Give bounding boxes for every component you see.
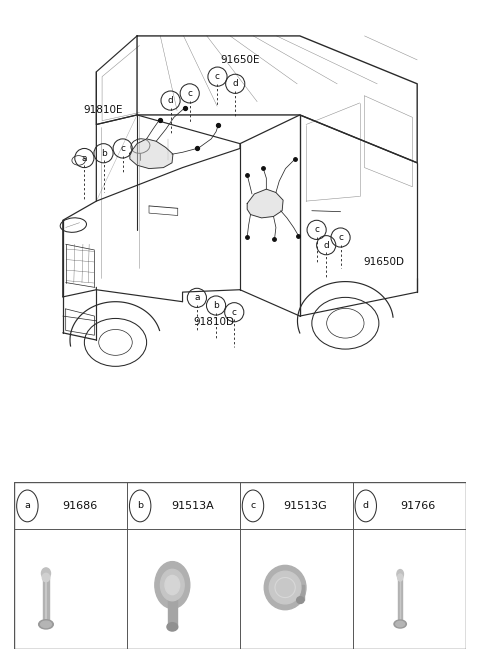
- Ellipse shape: [160, 569, 184, 601]
- Text: c: c: [251, 501, 255, 510]
- Text: b: b: [137, 501, 143, 510]
- Bar: [398, 576, 402, 625]
- Text: c: c: [232, 308, 237, 317]
- Text: d: d: [168, 96, 173, 105]
- Text: b: b: [101, 149, 107, 157]
- Text: c: c: [120, 144, 125, 153]
- Ellipse shape: [39, 620, 53, 629]
- Text: c: c: [187, 89, 192, 98]
- Ellipse shape: [165, 575, 180, 594]
- Text: a: a: [82, 154, 87, 163]
- Text: 91766: 91766: [401, 501, 436, 511]
- Ellipse shape: [297, 597, 304, 604]
- Text: 91650E: 91650E: [220, 54, 260, 65]
- Text: a: a: [194, 293, 200, 302]
- Bar: [168, 598, 177, 628]
- Text: a: a: [24, 501, 30, 510]
- Text: c: c: [314, 226, 319, 234]
- Text: d: d: [324, 241, 329, 250]
- Ellipse shape: [167, 623, 178, 631]
- Ellipse shape: [397, 569, 404, 579]
- Text: 91810E: 91810E: [84, 105, 123, 115]
- Polygon shape: [247, 189, 283, 218]
- Text: d: d: [363, 501, 369, 510]
- Ellipse shape: [42, 573, 49, 582]
- Ellipse shape: [394, 620, 407, 628]
- Ellipse shape: [264, 565, 306, 609]
- Text: 91513G: 91513G: [284, 501, 327, 511]
- Text: 91513A: 91513A: [171, 501, 214, 511]
- Polygon shape: [130, 139, 173, 169]
- Text: d: d: [232, 79, 238, 89]
- Ellipse shape: [155, 562, 190, 609]
- Text: b: b: [213, 301, 219, 310]
- Ellipse shape: [397, 574, 403, 581]
- Ellipse shape: [41, 568, 50, 579]
- Ellipse shape: [396, 621, 405, 626]
- Ellipse shape: [41, 621, 51, 628]
- Bar: [296, 585, 304, 600]
- Text: c: c: [338, 233, 343, 242]
- Text: 91686: 91686: [62, 501, 97, 511]
- Text: 91650D: 91650D: [363, 257, 405, 268]
- Text: 91810D: 91810D: [193, 317, 234, 327]
- Text: c: c: [215, 72, 220, 81]
- Bar: [43, 576, 49, 626]
- Ellipse shape: [269, 571, 301, 604]
